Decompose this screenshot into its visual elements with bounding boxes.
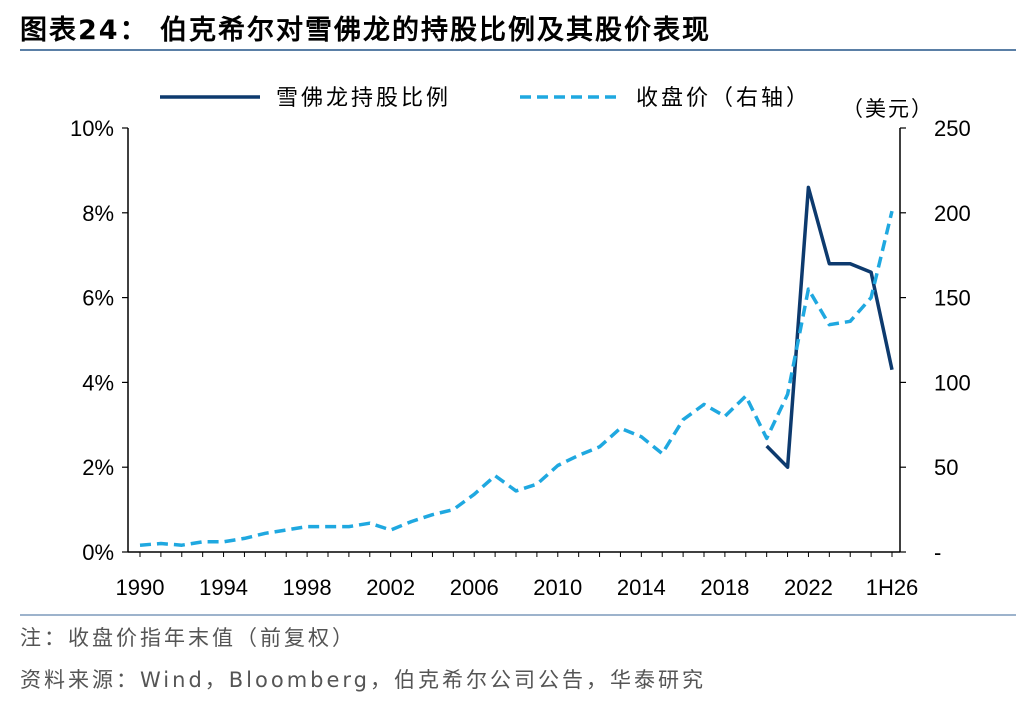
right-tick-label: 100: [934, 370, 971, 395]
x-tick-label: 1H26: [866, 575, 919, 600]
left-tick-label: 6%: [82, 286, 114, 311]
chart-legend: 雪佛龙持股比例 收盘价（右轴）: [160, 86, 811, 111]
left-tick-label: 10%: [70, 116, 114, 141]
x-tick-label: 2018: [700, 575, 749, 600]
right-tick-label: 250: [934, 116, 971, 141]
x-tick-label: 2006: [450, 575, 499, 600]
legend-label-1: 雪佛龙持股比例: [276, 86, 451, 111]
series-line-1: [765, 185, 894, 469]
x-tick-label: 2014: [617, 575, 666, 600]
chart-series: [139, 185, 894, 547]
chart-ticks: 0% 2% 4% 6% 8% 10% - 50 100 150 200 250（美元） 1990 1994…: [70, 97, 971, 600]
left-tick-label: 0%: [82, 540, 114, 565]
right-tick-label: 50: [934, 455, 958, 480]
left-tick-label: 4%: [82, 370, 114, 395]
chart-source: 资料来源：Wind，Bloomberg，伯克希尔公司公告，华泰研究: [20, 668, 707, 692]
chart-axes: [127, 128, 901, 553]
left-tick-label: 8%: [82, 201, 114, 226]
x-tick-label: 1998: [283, 575, 332, 600]
x-tick-label: 1990: [116, 575, 165, 600]
x-tick-label: 2022: [784, 575, 833, 600]
x-tick-label: 1994: [199, 575, 248, 600]
chart-note: 注：收盘价指年末值（前复权）: [20, 626, 356, 650]
right-tick-label: 200: [934, 201, 971, 226]
legend-label-2: 收盘价（右轴）: [636, 86, 811, 111]
footer-divider: [20, 614, 1016, 616]
right-tick-label: -: [934, 540, 941, 565]
series-line-2: [139, 210, 894, 547]
right-tick-label: 150: [934, 286, 971, 311]
title-divider: [20, 49, 1016, 51]
right-axis-unit: （美元）: [842, 97, 934, 121]
chart-title: 图表24： 伯克希尔对雪佛龙的持股比例及其股价表现: [20, 15, 711, 46]
x-tick-label: 2002: [366, 575, 415, 600]
left-tick-label: 2%: [82, 455, 114, 480]
chart: 0% 2% 4% 6% 8% 10% - 50 100 150 200 250（美元） 1990 1994…: [70, 86, 971, 600]
x-tick-label: 2010: [533, 575, 582, 600]
